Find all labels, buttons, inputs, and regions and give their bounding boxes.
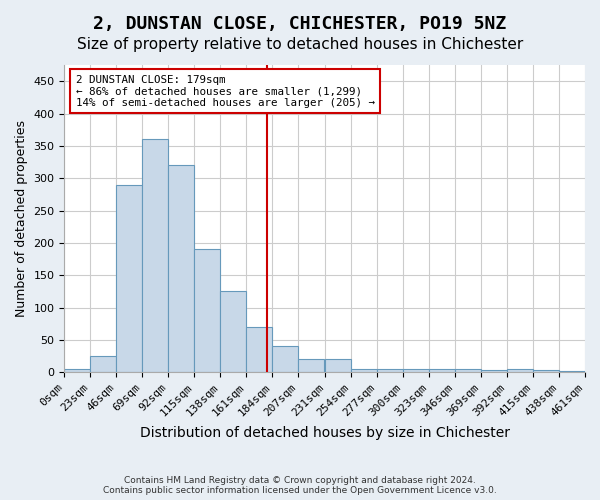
Bar (403, 369, 429, 372)
Bar (64, 369, 91, 372)
Bar (455, 369, 481, 372)
Bar (298, 360, 324, 372)
Bar (194, 250, 220, 372)
Bar (246, 327, 272, 372)
Bar (351, 369, 377, 372)
Bar (142, 140, 168, 372)
Bar (91, 356, 116, 372)
Bar (507, 369, 533, 372)
Y-axis label: Number of detached properties: Number of detached properties (15, 120, 28, 317)
Text: 2, DUNSTAN CLOSE, CHICHESTER, PO19 5NZ: 2, DUNSTAN CLOSE, CHICHESTER, PO19 5NZ (94, 15, 506, 33)
Bar (220, 292, 246, 372)
Text: Size of property relative to detached houses in Chichester: Size of property relative to detached ho… (77, 38, 523, 52)
Text: 2 DUNSTAN CLOSE: 179sqm
← 86% of detached houses are smaller (1,299)
14% of semi: 2 DUNSTAN CLOSE: 179sqm ← 86% of detache… (76, 74, 374, 108)
Bar (377, 369, 403, 372)
Bar (116, 184, 142, 372)
Bar (559, 371, 585, 372)
Text: Contains HM Land Registry data © Crown copyright and database right 2024.
Contai: Contains HM Land Registry data © Crown c… (103, 476, 497, 495)
Bar (533, 370, 559, 372)
Bar (429, 369, 455, 372)
Bar (325, 360, 351, 372)
Bar (272, 346, 298, 372)
Bar (168, 166, 194, 372)
X-axis label: Distribution of detached houses by size in Chichester: Distribution of detached houses by size … (140, 426, 510, 440)
Bar (481, 370, 507, 372)
